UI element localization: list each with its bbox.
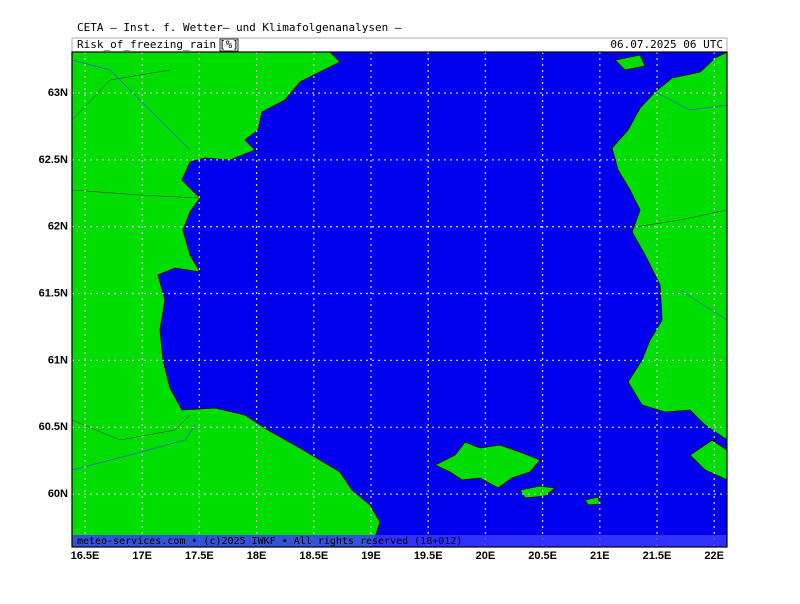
lon-label: 21.5E <box>643 550 672 562</box>
lat-label: 60.5N <box>39 421 68 433</box>
lon-label: 21E <box>590 550 610 562</box>
land-east <box>611 51 728 441</box>
lon-label: 22E <box>704 550 724 562</box>
lon-label: 19.5E <box>414 550 443 562</box>
lon-label: 20.5E <box>528 550 557 562</box>
footer-band <box>72 535 727 547</box>
map-area: meteo-services.com • (c)2025 IWKF • All … <box>71 51 728 548</box>
island-5 <box>614 54 646 71</box>
lat-label: 60N <box>48 488 68 500</box>
frame <box>71 51 728 548</box>
valid-time: 06.07.2025 06 UTC <box>610 38 723 51</box>
lat-label: 62N <box>48 221 68 233</box>
credit: meteo-services.com • (c)2025 IWKF • All … <box>77 536 462 547</box>
lon-label: 19E <box>361 550 381 562</box>
unit: [%] <box>219 38 239 51</box>
lat-label: 61N <box>48 354 68 366</box>
lon-label: 20E <box>476 550 496 562</box>
lat-label: 61.5N <box>39 287 68 299</box>
field-name: Risk_of_freezing_rain <box>77 38 216 51</box>
unit-box <box>219 38 239 52</box>
river <box>71 59 728 471</box>
island-2 <box>519 485 556 499</box>
title: CETA — Inst. f. Wetter— und Klimafolgena… <box>77 21 402 34</box>
land-west <box>71 51 381 548</box>
lon-label: 17E <box>132 550 152 562</box>
lat-label: 63N <box>48 87 68 99</box>
lon-label: 17.5E <box>185 550 214 562</box>
lon-label: 18E <box>247 550 267 562</box>
border <box>71 69 728 441</box>
lon-label: 18.5E <box>299 550 328 562</box>
lat-label: 62.5N <box>39 154 68 166</box>
lon-label: 16.5E <box>71 550 100 562</box>
island-1 <box>434 441 541 489</box>
